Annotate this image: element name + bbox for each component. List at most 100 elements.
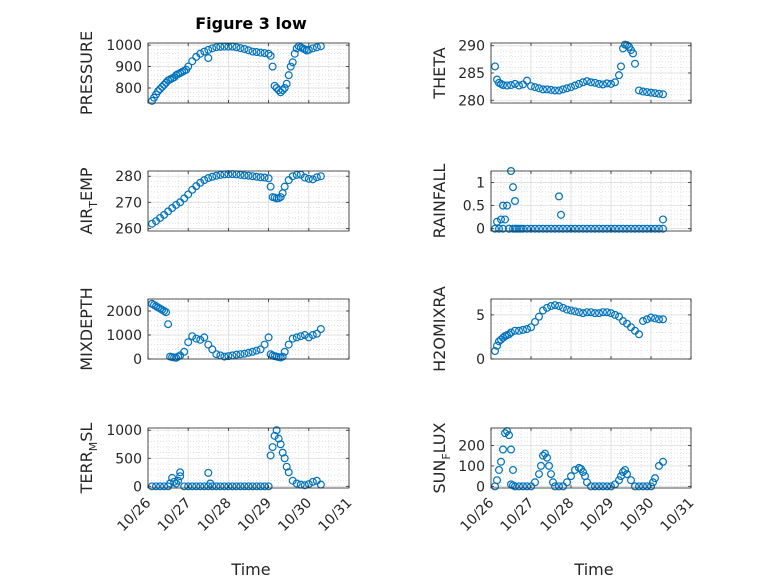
data-point (300, 173, 309, 182)
data-point (534, 84, 543, 93)
data-point (308, 477, 317, 486)
data-point (610, 310, 619, 319)
data-point (646, 88, 655, 97)
data-point (554, 482, 563, 491)
data-point (244, 482, 253, 491)
data-point (196, 49, 205, 58)
data-point (598, 224, 607, 233)
data-point (598, 308, 607, 317)
data-point (540, 449, 549, 458)
data-point (526, 82, 535, 91)
data-point (232, 482, 241, 491)
data-point (562, 84, 571, 93)
y-tick-label: 500 (115, 451, 142, 467)
figure-title: Figure 3 low (195, 14, 307, 33)
data-point (511, 224, 520, 233)
data-point (638, 87, 647, 96)
data-point (288, 334, 297, 343)
y-axis-label: THETA (430, 47, 449, 99)
data-point (542, 453, 551, 462)
data-point (196, 178, 205, 187)
data-point (499, 201, 508, 210)
data-point (602, 308, 611, 317)
data-point (216, 482, 225, 491)
y-tick-label: 1000 (106, 38, 142, 54)
y-axis-label: AIRTEMP (77, 167, 100, 234)
data-point (658, 224, 667, 233)
data-point (495, 465, 504, 474)
y-tick-label: 0 (476, 352, 485, 368)
x-tick-label: 10/27 (155, 495, 195, 535)
data-point (614, 71, 623, 80)
data-point (204, 45, 213, 54)
data-point (638, 317, 647, 326)
data-point (176, 472, 185, 481)
subplot-6: 0 5 H2OMIXRA (430, 286, 692, 372)
y-tick-label: 5 (476, 308, 485, 324)
data-point (505, 330, 514, 339)
y-axis-label-subscript: T (87, 201, 100, 209)
data-point (503, 81, 512, 90)
y-axis-label-subscript: M (87, 442, 100, 452)
data-point (622, 224, 631, 233)
data-point (248, 172, 257, 181)
data-point (252, 482, 261, 491)
data-point (192, 334, 201, 343)
data-point (566, 306, 575, 315)
data-point (658, 315, 667, 324)
data-point (578, 224, 587, 233)
data-point (614, 224, 623, 233)
y-tick-label: 1000 (106, 423, 142, 439)
data-point (308, 331, 317, 340)
data-point (204, 53, 213, 62)
data-point (650, 474, 659, 483)
y-tick-label: 270 (115, 195, 142, 211)
data-point (206, 479, 215, 488)
data-point (546, 470, 555, 479)
data-point (252, 172, 261, 181)
data-point (628, 49, 637, 58)
data-point (536, 461, 545, 470)
data-point (642, 482, 651, 491)
data-point (180, 347, 189, 356)
data-point (204, 340, 213, 349)
data-point (176, 468, 185, 477)
data-point (538, 224, 547, 233)
x-tick-label: 10/28 (195, 495, 235, 535)
axes-box (147, 42, 350, 104)
subplot-3: 260 270 280 AIRTEMP (77, 167, 350, 237)
x-axis-label-right: Time (573, 560, 613, 579)
y-axis-label-part: TERR (77, 451, 96, 494)
data-point (550, 86, 559, 95)
x-tick-label: 10/30 (618, 495, 658, 535)
data-point (236, 350, 245, 359)
data-point (646, 482, 655, 491)
x-tick-label: 10/26 (115, 495, 155, 535)
data-point (590, 309, 599, 318)
data-point (224, 482, 233, 491)
data-point (514, 482, 523, 491)
data-point (288, 172, 297, 181)
axes-box (490, 170, 692, 232)
data-point (204, 174, 213, 183)
data-point (154, 87, 163, 96)
data-point (530, 478, 539, 487)
data-point (264, 174, 273, 183)
data-point (590, 482, 599, 491)
data-point (240, 171, 249, 180)
data-point (236, 170, 245, 179)
axes-box (147, 170, 350, 232)
data-point (534, 470, 543, 479)
data-point (586, 482, 595, 491)
data-point (312, 173, 321, 182)
data-point (507, 328, 516, 337)
data-point (272, 426, 281, 435)
data-point (511, 197, 520, 206)
data-point (558, 85, 567, 94)
data-point (499, 333, 508, 342)
data-point (598, 80, 607, 89)
data-point (618, 224, 627, 233)
data-point (170, 477, 179, 486)
data-point (586, 308, 595, 317)
